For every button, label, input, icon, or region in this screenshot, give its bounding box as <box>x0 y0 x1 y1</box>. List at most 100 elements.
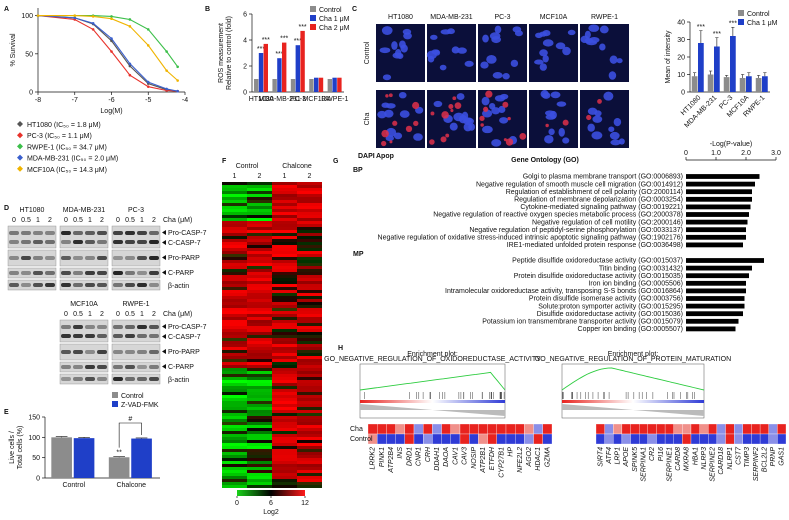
apoptosis-signal <box>507 116 511 121</box>
dose-label: 0 <box>64 311 68 318</box>
x-tick-label: MCF10A <box>303 96 331 103</box>
heatmap-stripe <box>222 371 247 374</box>
heatmap-stripe <box>297 413 322 416</box>
heatmap-stripe <box>272 440 297 443</box>
heatmap-cell <box>613 433 623 445</box>
bar <box>686 174 760 179</box>
nucleus <box>427 55 435 63</box>
enrichment-curve <box>359 371 506 391</box>
heatmap-stripe <box>222 455 247 458</box>
heatmap-stripe <box>222 374 247 377</box>
bar <box>686 227 746 233</box>
heatmap-stripe <box>222 206 247 209</box>
band <box>125 271 135 275</box>
heatmap-stripe <box>297 398 322 401</box>
heatmap-stripe <box>222 305 247 308</box>
legend-marker <box>17 121 23 127</box>
band <box>125 240 135 244</box>
band <box>61 256 71 260</box>
heatmap-stripe <box>297 464 322 467</box>
heatmap-stripe <box>297 428 322 431</box>
legend-label: HT1080 (IC₅₀ = 1.8 μM) <box>27 122 101 129</box>
heatmap-cell <box>505 423 516 435</box>
dose-label: 0.5 <box>21 217 31 224</box>
heatmap-stripe <box>272 365 297 368</box>
legend-swatch <box>310 15 316 21</box>
term-label: Titin binding (GO:0031432) <box>599 265 683 272</box>
panel-label: A <box>4 6 9 13</box>
heatmap-cell <box>716 433 726 445</box>
heatmap-stripe <box>272 404 297 407</box>
heatmap-stripe <box>222 257 247 260</box>
heatmap-stripe <box>247 380 272 383</box>
nucleus <box>451 46 460 54</box>
heatmap-stripe <box>272 245 297 248</box>
heatmap-stripe <box>297 248 322 251</box>
heatmap-stripe <box>247 434 272 437</box>
heatmap-stripe <box>297 347 322 350</box>
nucleus <box>545 110 555 117</box>
nucleus <box>535 32 543 39</box>
band <box>125 231 135 235</box>
heatmap-stripe <box>222 452 247 455</box>
band <box>61 334 71 338</box>
heatmap-stripe <box>247 218 272 221</box>
bar <box>686 181 755 187</box>
apoptosis-signal <box>505 138 514 146</box>
apoptosis-signal <box>381 129 389 138</box>
blot <box>111 279 161 291</box>
gene-label: SERPINA1 <box>641 447 648 482</box>
heatmap-cell <box>777 423 787 435</box>
heatmap-stripe <box>247 272 272 275</box>
blot <box>59 319 109 343</box>
gene-label: DRD1 <box>406 447 413 466</box>
gene-label: TIMP3 <box>744 447 751 468</box>
nucleus <box>541 92 551 99</box>
nucleus <box>492 71 503 79</box>
heatmap-cell <box>621 433 631 445</box>
heatmap-stripe <box>222 338 247 341</box>
nucleus <box>449 122 458 131</box>
stain-label: Apop <box>376 153 394 160</box>
bar <box>686 212 749 217</box>
error-bar <box>113 456 125 458</box>
bar <box>686 219 748 225</box>
heatmap-stripe <box>272 197 297 200</box>
heatmap-stripe <box>272 194 297 197</box>
data-point <box>165 69 168 72</box>
nucleus <box>486 55 497 64</box>
heatmap-stripe <box>222 281 247 284</box>
data-point <box>73 16 77 20</box>
heatmap-cell <box>639 423 648 435</box>
heatmap-stripe <box>247 191 272 194</box>
heatmap-stripe <box>297 299 322 302</box>
heatmap-stripe <box>297 305 322 308</box>
heatmap-stripe <box>247 479 272 482</box>
heatmap-stripe <box>247 266 272 269</box>
heatmap-stripe <box>247 473 272 476</box>
plot-title: Enrichment plot: <box>407 351 458 358</box>
heatmap-stripe <box>272 311 297 314</box>
ranked-metric <box>562 404 704 416</box>
nucleus <box>379 47 391 54</box>
heatmap-stripe <box>247 275 272 278</box>
group-label: MDA-MB-231 <box>63 207 106 214</box>
heatmap-stripe <box>272 290 297 293</box>
nucleus <box>480 61 489 69</box>
heatmap-cell <box>395 433 405 445</box>
bar <box>686 189 752 195</box>
heatmap-cell <box>432 433 442 445</box>
heatmap-cell <box>533 423 543 435</box>
bar <box>698 43 704 92</box>
band <box>33 256 43 260</box>
heatmap-cell <box>777 433 787 445</box>
heatmap-cell <box>742 433 752 445</box>
heatmap-stripe <box>272 329 297 332</box>
heatmap-stripe <box>297 203 322 206</box>
heatmap-stripe <box>247 485 272 488</box>
blot <box>7 267 57 279</box>
band <box>137 325 147 329</box>
heatmap-cell <box>690 433 700 445</box>
gene-label: PINK1 <box>379 447 386 467</box>
